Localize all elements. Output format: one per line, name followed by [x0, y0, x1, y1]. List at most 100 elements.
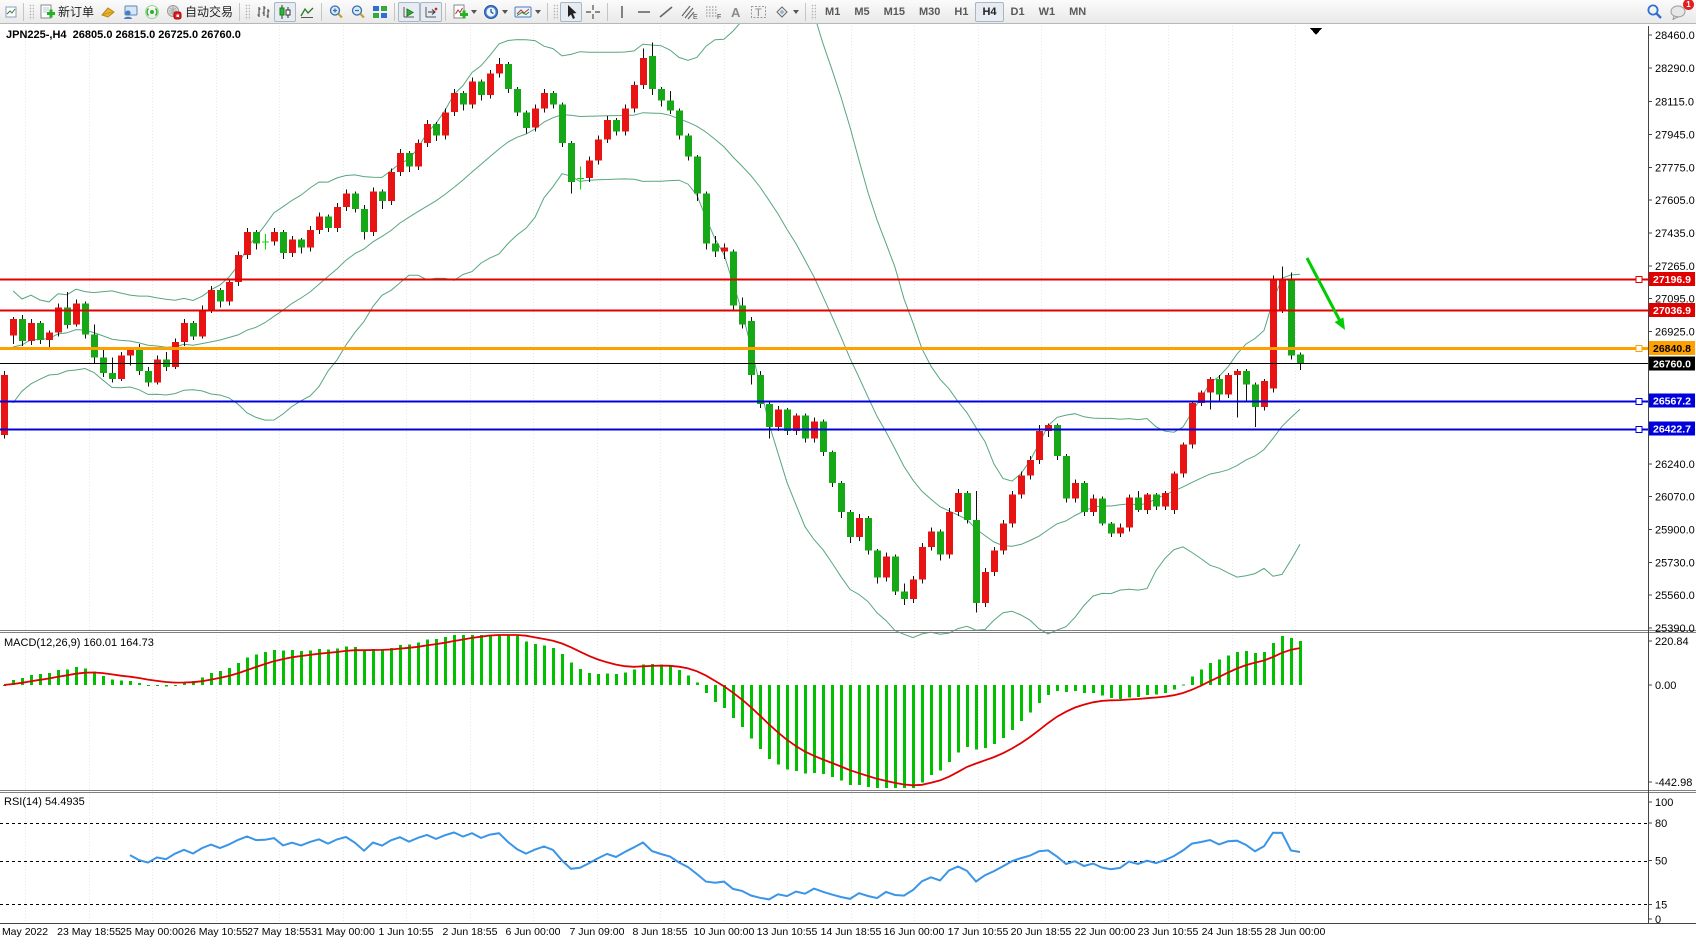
toolbar-grip[interactable] — [553, 3, 559, 20]
time-axis-label: 16 Jun 00:00 — [884, 926, 945, 938]
shapes-icon — [776, 5, 788, 18]
horizontal-line-tool-button[interactable] — [633, 2, 655, 22]
price-tick-label: 25560.0 — [1655, 590, 1695, 602]
text-tool-button[interactable]: A — [725, 2, 747, 22]
chevron-down-icon — [471, 9, 478, 14]
time-axis-label: 6 Jun 00:00 — [506, 926, 561, 938]
signals-icon — [145, 4, 160, 19]
notification-badge: 1 — [1683, 0, 1694, 10]
macd-histogram — [3, 635, 1302, 788]
time-axis-label: 28 Jun 00:00 — [1265, 926, 1326, 938]
zoom-out-icon — [351, 4, 365, 18]
line-handle[interactable] — [1635, 276, 1643, 283]
vertical-line-tool-button[interactable] — [611, 2, 633, 22]
timeframe-H1[interactable]: H1 — [947, 2, 975, 22]
divider — [547, 2, 549, 21]
chart-window-icon[interactable] — [2, 2, 20, 22]
timeframe-MN[interactable]: MN — [1062, 2, 1093, 22]
new-order-icon — [40, 4, 55, 18]
chart-shift-button[interactable] — [420, 1, 443, 22]
window-icon — [5, 6, 17, 17]
line-chart-button[interactable] — [296, 2, 318, 22]
toolbar-grip[interactable] — [29, 3, 34, 20]
text-label-tool-button[interactable]: T — [747, 2, 771, 22]
line-chart-icon — [300, 7, 314, 18]
price-badge — [1649, 421, 1695, 436]
bar-chart-icon — [257, 5, 270, 18]
zoom-in-button[interactable] — [325, 2, 347, 22]
line-handle[interactable] — [1635, 345, 1643, 352]
bar-chart-button[interactable] — [252, 2, 274, 22]
time-axis-label: 23 May 18:55 — [57, 926, 121, 938]
trend-arrow-annotation[interactable] — [1305, 257, 1345, 330]
toolbar-grip[interactable] — [811, 3, 817, 20]
time-axis-label: 8 Jun 18:55 — [633, 926, 688, 938]
periods-button[interactable] — [480, 2, 511, 22]
chart-shift-icon — [425, 6, 438, 17]
crosshair-tool-button[interactable] — [582, 2, 604, 22]
tile-windows-icon — [373, 5, 388, 18]
rsi-tick-label: 100 — [1655, 797, 1673, 809]
time-axis-label: 23 Jun 10:55 — [1138, 926, 1199, 938]
line-handle[interactable] — [1635, 426, 1643, 433]
time-axis-label: 14 Jun 18:55 — [821, 926, 882, 938]
bollinger-middle-band — [12, 112, 1301, 547]
chevron-down-icon — [502, 9, 509, 14]
zoom-in-icon — [329, 4, 343, 18]
autotrading-label: 自动交易 — [185, 5, 234, 19]
signals-button[interactable] — [141, 2, 163, 22]
timeframe-D1[interactable]: D1 — [1004, 2, 1032, 22]
indicators-button[interactable] — [449, 2, 480, 22]
timeframe-H4[interactable]: H4 — [975, 1, 1004, 22]
time-axis-label: 31 May 00:00 — [311, 926, 375, 938]
price-badge-label: 26760.0 — [1653, 358, 1691, 370]
price-badge — [1649, 302, 1695, 317]
price-tick-label: 26070.0 — [1655, 492, 1695, 504]
timeframe-M5[interactable]: M5 — [847, 2, 876, 22]
autoscroll-button[interactable] — [398, 1, 421, 22]
timeframe-M15[interactable]: M15 — [877, 2, 912, 22]
search-button[interactable] — [1643, 2, 1666, 22]
price-badge — [1649, 356, 1695, 371]
new-order-button[interactable]: 新订单 — [36, 2, 97, 22]
timeframe-M1[interactable]: M1 — [818, 2, 847, 22]
price-tick-label: 25730.0 — [1655, 557, 1695, 569]
new-order-label: 新订单 — [58, 5, 95, 19]
channel-icon: E — [681, 5, 698, 20]
time-axis-label: 27 May 18:55 — [247, 926, 311, 938]
timeframe-W1[interactable]: W1 — [1032, 2, 1063, 22]
time-axis-label: 10 Jun 00:00 — [694, 926, 755, 938]
shift-end-marker[interactable] — [1310, 28, 1322, 35]
timeframe-M30[interactable]: M30 — [912, 2, 947, 22]
price-tick-label: 25900.0 — [1655, 524, 1695, 536]
zoom-out-button[interactable] — [347, 2, 369, 22]
trendline-tool-button[interactable] — [655, 2, 677, 22]
bollinger-upper-band — [12, 0, 1301, 482]
line-handle[interactable] — [1635, 398, 1643, 405]
toolbar-grip[interactable] — [245, 3, 251, 20]
cursor-icon — [568, 4, 577, 19]
channel-tool-button[interactable]: E — [677, 2, 701, 22]
rsi-tick-label: 0 — [1655, 914, 1661, 926]
time-axis-label: 1 Jun 10:55 — [379, 926, 434, 938]
macd-tick-label: 0.00 — [1655, 680, 1676, 692]
template-button[interactable] — [511, 2, 544, 22]
cursor-tool-button[interactable] — [560, 1, 583, 22]
shapes-tool-button[interactable] — [771, 2, 802, 22]
terminal-button[interactable] — [119, 2, 141, 22]
chevron-down-icon — [793, 9, 800, 14]
template-icon — [514, 6, 532, 17]
fibonacci-tool-button[interactable]: F — [701, 2, 725, 22]
market-watch-button[interactable] — [97, 2, 119, 22]
autotrading-button[interactable]: 自动交易 — [163, 2, 236, 22]
time-axis-label: 13 Jun 10:55 — [757, 926, 818, 938]
tile-windows-button[interactable] — [369, 2, 391, 22]
chevron-down-icon — [535, 9, 542, 14]
time-axis-label: May 2022 — [2, 926, 48, 938]
vertical-line-icon — [621, 5, 623, 18]
candlestick-chart-button[interactable] — [274, 1, 297, 22]
price-tick-label: 27265.0 — [1655, 261, 1695, 273]
macd-tick-label: -442.98 — [1655, 777, 1692, 789]
notifications-button[interactable]: 1 — [1666, 0, 1694, 22]
